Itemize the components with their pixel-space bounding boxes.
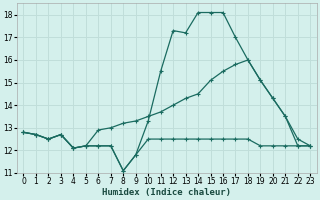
X-axis label: Humidex (Indice chaleur): Humidex (Indice chaleur)	[102, 188, 231, 197]
